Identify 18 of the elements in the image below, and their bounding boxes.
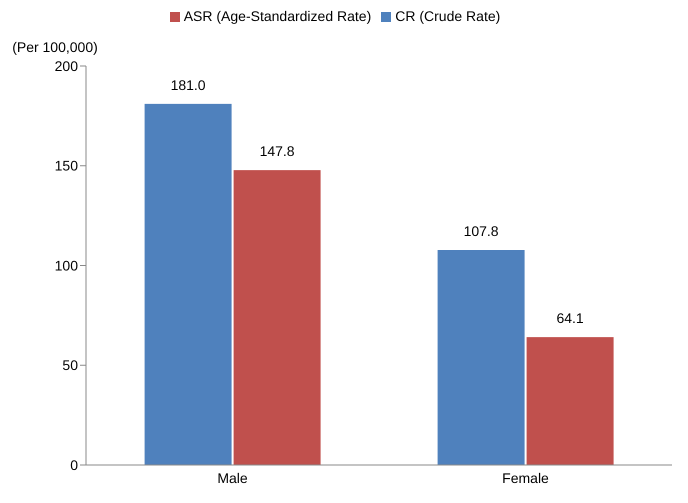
bar — [438, 250, 525, 465]
data-label: 107.8 — [464, 222, 499, 239]
legend-label: CR (Crude Rate) — [395, 8, 500, 24]
data-label: 64.1 — [556, 310, 584, 326]
bar — [526, 337, 614, 465]
x-tick-label: Female — [502, 470, 550, 486]
bar — [144, 104, 232, 465]
y-tick-label: 100 — [54, 257, 78, 274]
legend-label: ASR (Age-Standardized Rate) — [184, 8, 372, 24]
y-axis-title: (Per 100,000) — [12, 39, 98, 55]
data-label: 147.8 — [260, 143, 295, 160]
x-tick-label: Male — [217, 470, 248, 486]
bar — [234, 170, 321, 465]
y-tick-label: 200 — [54, 58, 78, 74]
y-tick-label: 50 — [62, 357, 78, 374]
y-tick-label: 0 — [70, 456, 78, 473]
data-label: 181.0 — [170, 76, 206, 93]
y-tick-label: 150 — [54, 158, 78, 174]
